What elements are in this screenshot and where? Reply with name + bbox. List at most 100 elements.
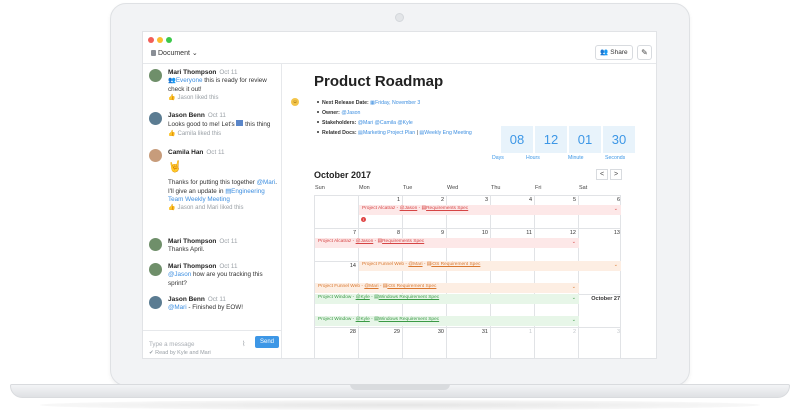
calendar-event[interactable]: Project Alcatraz - @Jason - ▤Requirement… [315,238,579,248]
grid-line [314,195,621,196]
mention-link[interactable]: @Jason [168,271,192,279]
chevron-down-icon[interactable]: ⌄ [571,317,576,323]
message-input[interactable]: Type a message [149,341,195,348]
meta-value[interactable]: @Jason [341,110,361,116]
event-doc-link[interactable]: Requirements Spec [426,206,469,211]
meta-label: Next Release Date: [322,100,369,106]
weekday-label: Sun [315,185,325,191]
mention-link[interactable]: @Mari [168,304,187,312]
message-composer: Type a message ⌇ Send [143,330,282,358]
event-doc-link[interactable]: Requirements Spec [382,239,425,244]
meta-label: Owner: [322,110,340,116]
chevron-down-icon[interactable]: ⌄ [571,239,576,245]
edit-button[interactable]: ✎ [637,45,652,60]
grid-line [314,228,621,229]
event-separator: - [378,284,383,289]
event-title: Project Alcatraz [318,239,352,244]
day-number[interactable]: 9 [440,230,444,236]
document-label: Document [158,50,190,57]
message-author: Mari Thompson [168,263,217,270]
avatar [149,263,162,276]
event-separator: - [369,295,375,300]
day-number[interactable]: 5 [572,197,576,203]
chevron-down-icon[interactable]: ⌄ [571,295,576,301]
send-button[interactable]: Send [255,336,279,348]
event-doc-link[interactable]: iOS Requirement Spec [431,262,481,267]
day-number[interactable]: 12 [569,230,576,236]
day-number[interactable]: 11 [526,230,532,236]
event-title: Project Window [318,317,352,322]
chevron-down-icon[interactable]: ⌄ [613,206,618,212]
emoji-icon[interactable]: ☺ [291,98,299,106]
calendar-event[interactable]: Project Alcatraz - @Jason - ▤Requirement… [359,205,621,215]
calendar-event[interactable]: Project Funnel Web - @Mari - ▤iOS Requir… [315,283,579,293]
mention-link[interactable]: Everyone [175,77,203,85]
event-owner[interactable]: @Jason [355,239,374,244]
meta-value[interactable]: Friday, November 3 [375,100,421,106]
mention-link[interactable]: @Mari [256,179,276,187]
day-number[interactable]: 10 [481,230,488,236]
day-number[interactable]: 7 [352,230,356,236]
event-owner[interactable]: @Mari [364,284,379,289]
share-button[interactable]: 👥 Share [595,45,633,60]
minimize-window-dot[interactable] [157,37,163,43]
day-number[interactable]: 3 [484,197,488,203]
day-number[interactable]: 14 [349,263,356,269]
countdown-label: Seconds [605,155,626,161]
day-number[interactable]: 4 [528,197,532,203]
doc-link[interactable]: Engineering Team Weekly Meeting [168,187,265,203]
day-number[interactable]: 1 [528,329,532,335]
attachment-icon[interactable]: ⌇ [242,341,246,348]
message-text: Looks good to me! Let's [168,121,235,129]
day-number[interactable]: 6 [616,197,620,203]
event-separator: - [395,206,400,211]
day-number[interactable]: 31 [481,329,488,335]
calendar-event[interactable]: Project Window - @Kyle - ▤Windows Requir… [315,316,579,326]
message-text: this is ready for review check it out! [168,77,267,93]
message-text: this thing [243,121,271,129]
message-text: Thanks for putting this together [168,179,257,187]
meta-value[interactable]: @Mari @Camila @Kyle [357,120,413,126]
day-number[interactable]: 3 [616,329,620,335]
countdown-minutes: 01 [569,126,601,153]
day-number[interactable]: 30 [437,329,444,335]
chevron-left-icon: < [599,171,605,178]
today-date[interactable]: October 27 [591,296,620,302]
event-doc-link[interactable]: Windows Requirement Spec [378,295,440,300]
event-owner[interactable]: @Kyle [355,317,370,322]
doc-icon: ▤ [374,317,379,322]
doc-icon: ▤ [225,187,232,195]
edit-icon: ✎ [641,48,648,57]
day-number[interactable]: 1 [396,197,400,203]
message-time: Oct 11 [206,149,225,156]
event-owner[interactable]: @Mari [408,262,423,267]
laptop-shadow [40,400,760,410]
day-number[interactable]: 2 [572,329,576,335]
event-owner[interactable]: @Kyle [355,295,370,300]
event-owner[interactable]: @Jason [399,206,418,211]
meta-value[interactable]: Weekly Eng Meeting [424,130,472,136]
grid-line [620,195,621,358]
doc-icon: ▤ [377,239,383,244]
grid-line [490,195,491,358]
day-number[interactable]: 13 [613,230,620,236]
prev-month-button[interactable]: < [596,169,608,180]
document-menu-button[interactable]: Document ⌄ [148,47,201,60]
event-doc-link[interactable]: iOS Requirement Spec [387,284,437,289]
day-number[interactable]: 2 [440,197,444,203]
event-separator: - [417,206,422,211]
camera [395,13,404,22]
close-window-dot[interactable] [148,37,154,43]
chevron-down-icon[interactable]: ⌄ [613,262,618,268]
calendar-event[interactable]: Project Funnel Web - @Mari - ▤iOS Requir… [359,261,621,271]
day-number[interactable]: 29 [393,329,400,335]
event-doc-link[interactable]: Windows Requirement Spec [378,317,440,322]
day-number[interactable]: 28 [349,329,356,335]
maximize-window-dot[interactable] [166,37,172,43]
grid-line [534,195,535,358]
meta-value[interactable]: Marketing Project Plan [362,130,416,136]
next-month-button[interactable]: > [610,169,622,180]
calendar-event[interactable]: Project Window - @Kyle - ▤Windows Requir… [315,294,579,304]
chevron-down-icon[interactable]: ⌄ [571,284,576,290]
day-number[interactable]: 8 [396,230,400,236]
